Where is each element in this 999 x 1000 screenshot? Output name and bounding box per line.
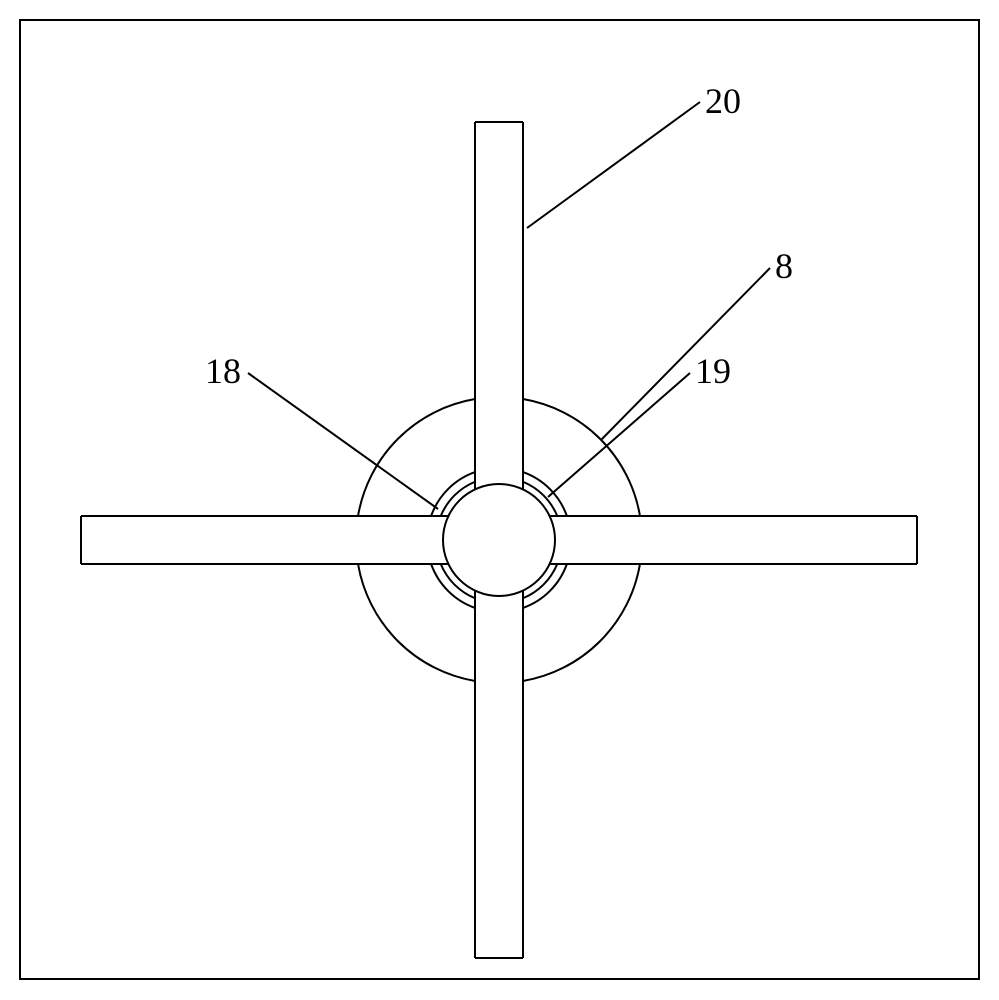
diagram-canvas: 20 8 18 19 bbox=[0, 0, 999, 1000]
callout-label-8: 8 bbox=[775, 248, 793, 284]
callout-label-19: 19 bbox=[695, 353, 731, 389]
diagram-svg bbox=[0, 0, 999, 1000]
callout-label-18: 18 bbox=[205, 353, 241, 389]
callout-label-20: 20 bbox=[705, 83, 741, 119]
